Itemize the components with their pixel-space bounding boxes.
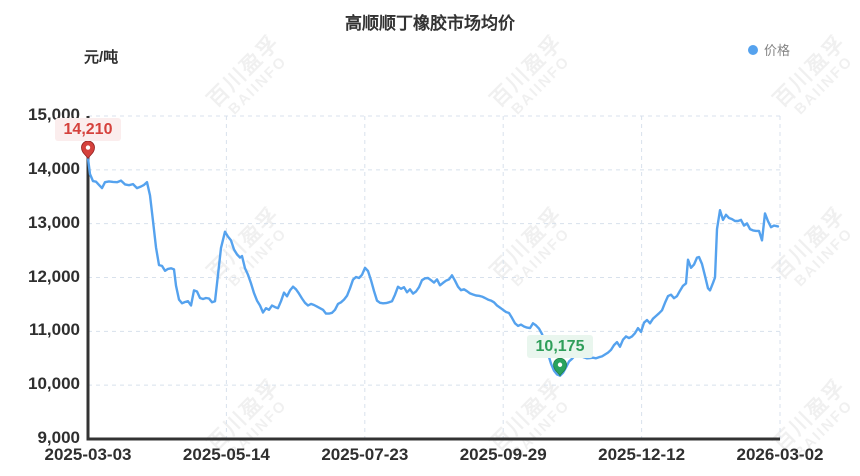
- legend-item-price[interactable]: 价格: [748, 40, 790, 59]
- legend-item-label: 价格: [764, 43, 791, 58]
- min-pin-icon-shape: [553, 357, 567, 377]
- max-pin-icon-shape: [81, 140, 95, 160]
- max-pin-icon-dot: [85, 145, 91, 150]
- min-pin-icon: [553, 357, 567, 377]
- max-pin-icon: [81, 140, 95, 160]
- price-line-series: [86, 157, 780, 377]
- min-pin-icon-dot: [557, 362, 563, 367]
- legend-marker-icon: [748, 44, 758, 55]
